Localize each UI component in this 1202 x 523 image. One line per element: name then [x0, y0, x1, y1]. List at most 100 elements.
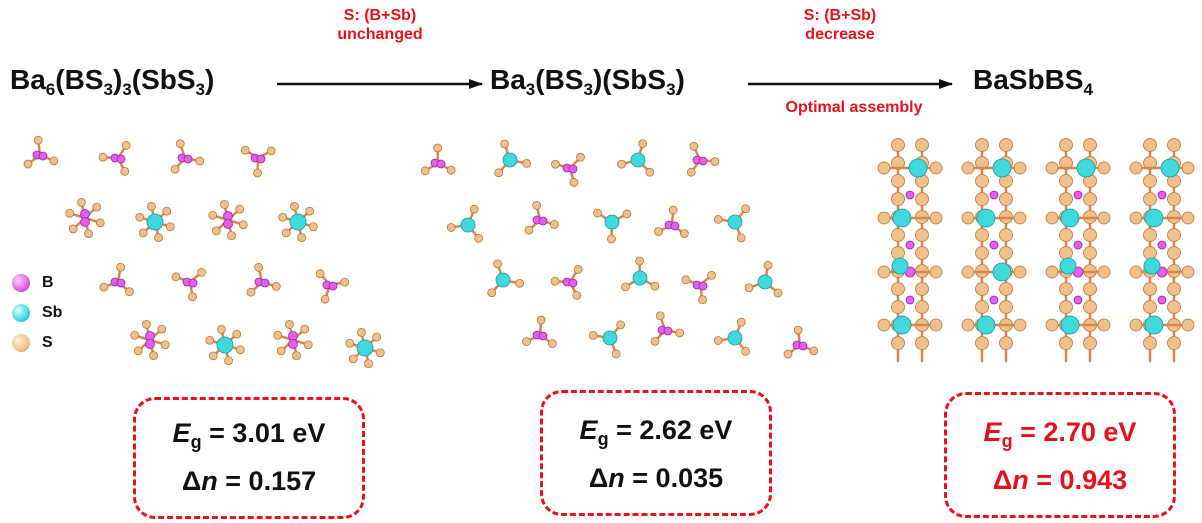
sulfur-atom	[1143, 336, 1157, 350]
arrow-1-condition: S: (B+Sb)	[343, 7, 417, 24]
sulfur-atom	[372, 332, 382, 342]
sulfur-atom	[1181, 161, 1195, 175]
sulfur-atom	[522, 337, 531, 346]
birefringence-value: = 0.157	[225, 466, 317, 496]
sulfur-atom	[1045, 161, 1059, 175]
antimony-atom	[976, 208, 996, 228]
sulfur-atom	[170, 164, 180, 174]
sulfur-atom	[1181, 265, 1195, 279]
sulfur-atom	[303, 340, 313, 350]
sulfur-atom	[638, 139, 648, 149]
boron-atom	[905, 295, 915, 305]
sulfur-atom	[877, 211, 891, 225]
sulfur-atom	[929, 318, 943, 332]
sulfur-atom	[469, 204, 479, 214]
sulfur-atom	[1059, 174, 1073, 188]
sulfur-atom	[92, 202, 102, 212]
sulfur-atom	[686, 167, 696, 177]
sulfur-atom	[668, 205, 678, 215]
sulfur-atom	[929, 265, 943, 279]
boron-atom	[1073, 190, 1083, 200]
sulfur-atom	[877, 318, 891, 332]
sulfur-atom	[1167, 246, 1181, 260]
arrow-2-condition: S: (B+Sb)	[803, 7, 877, 24]
sulfur-atom	[305, 206, 315, 216]
sulfur-atom	[569, 178, 579, 187]
sulfur-atom	[120, 166, 130, 176]
sulfur-atom	[915, 228, 929, 242]
antimony-atom	[216, 336, 234, 354]
sulfur-atom	[681, 275, 691, 285]
sulfur-atom	[550, 276, 560, 286]
sulfur-atom	[588, 331, 598, 340]
sulfur-atom	[433, 143, 443, 153]
sulfur-atom	[211, 226, 221, 236]
formula-basbbs4: BaSbBS4	[973, 64, 1093, 99]
sulfur-atom	[1083, 192, 1097, 206]
sulfur-atom	[961, 318, 975, 332]
arrow-2-label: S: (B+Sb) decrease	[770, 6, 910, 44]
sulfur-atom	[915, 246, 929, 260]
sulfur-atom	[1059, 138, 1073, 152]
boron-atom	[80, 217, 90, 227]
antimony-atom	[604, 214, 620, 230]
boron-atom-icon	[12, 274, 30, 292]
sulfur-atom	[487, 288, 497, 298]
sulfur-atom	[999, 228, 1013, 242]
antimony-atom	[891, 257, 909, 275]
arrow-2-trend: decrease	[805, 26, 875, 44]
sulfur-atom	[1143, 282, 1157, 296]
sulfur-atom	[160, 340, 170, 350]
sulfur-atom	[1059, 228, 1073, 242]
sulfur-atom	[420, 166, 430, 176]
antimony-atom	[502, 152, 518, 168]
sulfur-atom	[1083, 336, 1097, 350]
antimony-atom	[1143, 257, 1161, 275]
antimony-atom	[1076, 158, 1096, 178]
antimony-atom	[727, 330, 743, 346]
sulfur-atom	[707, 271, 716, 280]
sulfur-atom	[975, 246, 989, 260]
boron-atom	[698, 281, 708, 291]
sulfur-atom	[809, 346, 819, 356]
sulfur-atom	[217, 324, 226, 334]
sulfur-atom	[891, 228, 905, 242]
sulfur-atom	[1059, 156, 1073, 170]
sulfur-atom	[915, 282, 929, 296]
antimony-atom	[495, 272, 511, 288]
sulfur-atom	[654, 227, 663, 236]
sulfur-atom	[1059, 192, 1073, 206]
boron-atom	[183, 154, 193, 164]
sulfur-atom	[1013, 211, 1027, 225]
sulfur-atom	[232, 329, 242, 339]
antimony-atom	[356, 339, 374, 357]
band-gap-value: = 2.62 eV	[616, 415, 733, 445]
sulfur-atom	[915, 300, 929, 314]
sulfur-atom-icon	[12, 334, 30, 352]
sulfur-atom	[357, 327, 366, 337]
sulfur-atom	[246, 287, 256, 297]
boron-atom	[905, 190, 915, 200]
sulfur-atom	[522, 158, 532, 168]
sulfur-atom	[175, 139, 185, 149]
boron-atom	[1073, 295, 1083, 305]
sulfur-atom	[1097, 265, 1111, 279]
sulfur-atom	[1013, 161, 1027, 175]
sulfur-atom	[736, 317, 746, 327]
sulfur-atom	[532, 200, 542, 210]
sulfur-atom	[1143, 156, 1157, 170]
structure-ba6bs3-3-sbs3	[23, 135, 385, 369]
sulfur-atom	[205, 335, 215, 345]
sulfur-atom	[713, 215, 723, 224]
sulfur-atom	[689, 141, 699, 151]
boron-atom	[38, 151, 48, 161]
sulfur-atom	[1129, 265, 1143, 279]
sulfur-atom	[675, 328, 685, 338]
sulfur-atom	[171, 272, 181, 282]
sulfur-atom	[1083, 300, 1097, 314]
sulfur-atom	[1097, 161, 1111, 175]
boron-atom	[989, 190, 999, 200]
sulfur-atom	[891, 300, 905, 314]
sulfur-atom	[999, 192, 1013, 206]
sulfur-atom	[1143, 174, 1157, 188]
